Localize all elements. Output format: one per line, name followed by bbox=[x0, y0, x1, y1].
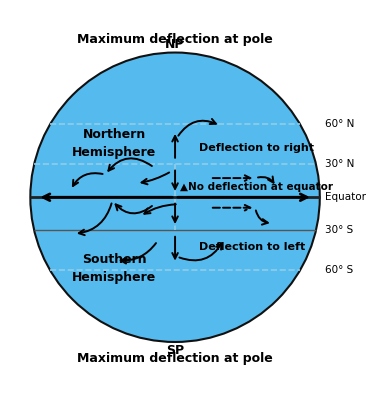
FancyArrowPatch shape bbox=[79, 203, 112, 235]
FancyArrowPatch shape bbox=[108, 158, 152, 171]
Circle shape bbox=[30, 53, 320, 342]
FancyArrowPatch shape bbox=[258, 176, 273, 183]
Text: 30° N: 30° N bbox=[325, 159, 354, 169]
Text: 30° S: 30° S bbox=[325, 225, 353, 235]
Text: Maximum deflection at pole: Maximum deflection at pole bbox=[77, 352, 273, 365]
FancyArrowPatch shape bbox=[178, 119, 216, 136]
FancyArrowPatch shape bbox=[116, 205, 152, 213]
FancyArrowPatch shape bbox=[121, 243, 156, 263]
FancyArrowPatch shape bbox=[144, 204, 176, 214]
FancyArrowPatch shape bbox=[256, 211, 268, 224]
Text: SP: SP bbox=[166, 344, 184, 357]
Text: Maximum deflection at pole: Maximum deflection at pole bbox=[77, 33, 273, 46]
Text: Deflection to left: Deflection to left bbox=[200, 242, 306, 252]
Text: Deflection to right: Deflection to right bbox=[200, 142, 315, 152]
Text: Equator: Equator bbox=[325, 192, 366, 202]
Text: ▲No deflection at equator: ▲No deflection at equator bbox=[180, 182, 333, 192]
FancyArrowPatch shape bbox=[180, 244, 221, 260]
Text: Southern
Hemisphere: Southern Hemisphere bbox=[72, 253, 156, 284]
FancyArrowPatch shape bbox=[213, 205, 250, 211]
FancyArrowPatch shape bbox=[73, 173, 103, 186]
FancyArrowPatch shape bbox=[213, 175, 250, 181]
FancyArrowPatch shape bbox=[142, 172, 169, 184]
Text: Northern
Hemisphere: Northern Hemisphere bbox=[72, 128, 156, 159]
Text: NP: NP bbox=[165, 38, 185, 51]
Text: 60° N: 60° N bbox=[325, 119, 354, 129]
Text: 60° S: 60° S bbox=[325, 265, 353, 275]
